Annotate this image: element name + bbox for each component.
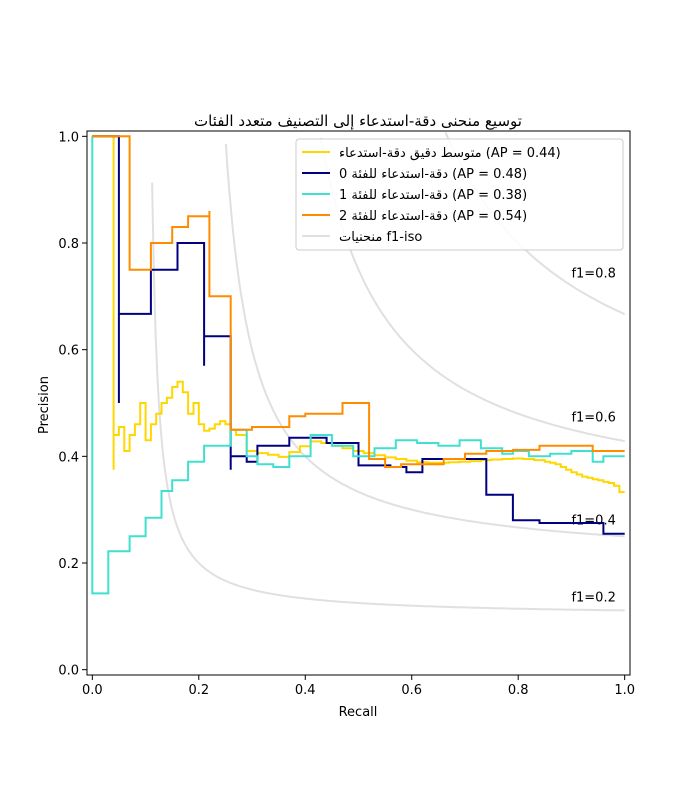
iso-f1-label: f1=0.6 [571, 411, 615, 426]
series-line-1 [92, 135, 625, 535]
x-tick-label: 0.8 [508, 683, 529, 698]
series-line-2 [91, 136, 625, 595]
x-axis-ticks: 0.0 0.2 0.4 0.6 0.8 1.0 [82, 675, 635, 698]
plot-frame [86, 130, 631, 676]
x-axis-label: Recall [339, 705, 378, 720]
iso-f1-curve [224, 143, 625, 538]
legend-label: متوسط دقيق دقة-استدعاء (AP = 0.44) [339, 146, 561, 161]
legend-label: دقة-استدعاء للفئة 2 (AP = 0.54) [339, 209, 527, 224]
y-axis-ticks: 0.0 0.2 0.4 0.6 0.8 1.0 [58, 130, 87, 679]
iso-f1-curve [319, 137, 625, 443]
legend-box [295, 138, 624, 251]
series-layer [91, 135, 625, 595]
legend-label: دقة-استدعاء للفئة 1 (AP = 0.38) [339, 188, 527, 203]
iso-f1-curve [151, 182, 625, 612]
y-tick-label: 1.0 [58, 130, 79, 145]
y-tick-label: 0.8 [58, 237, 79, 252]
x-tick-label: 1.0 [614, 683, 635, 698]
legend-label: دقة-استدعاء للفئة 0 (AP = 0.48) [339, 167, 527, 182]
legend-label: منحنيات f1-iso [339, 230, 422, 245]
iso-f1-label: f1=0.2 [571, 591, 615, 606]
y-tick-label: 0.0 [58, 664, 79, 679]
x-tick-label: 0.6 [401, 683, 422, 698]
y-tick-label: 0.2 [58, 557, 79, 572]
y-tick-label: 0.4 [58, 450, 79, 465]
legend-items: متوسط دقيق دقة-استدعاء (AP = 0.44) دقة-اس… [302, 146, 561, 245]
x-tick-label: 0.4 [295, 683, 316, 698]
y-tick-label: 0.6 [58, 344, 79, 359]
legend: متوسط دقيق دقة-استدعاء (AP = 0.44) دقة-اس… [295, 138, 624, 251]
y-axis-label: Precision [37, 376, 52, 434]
x-tick-label: 0.2 [188, 683, 209, 698]
chart-title: توسيع منحنى دقة-استدعاء إلى التصنيف متعد… [194, 112, 522, 130]
x-tick-label: 0.0 [82, 683, 103, 698]
iso-f1-label: f1=0.8 [571, 267, 615, 282]
iso-f1-label: f1=0.4 [571, 514, 615, 529]
series-line-3 [92, 135, 625, 468]
